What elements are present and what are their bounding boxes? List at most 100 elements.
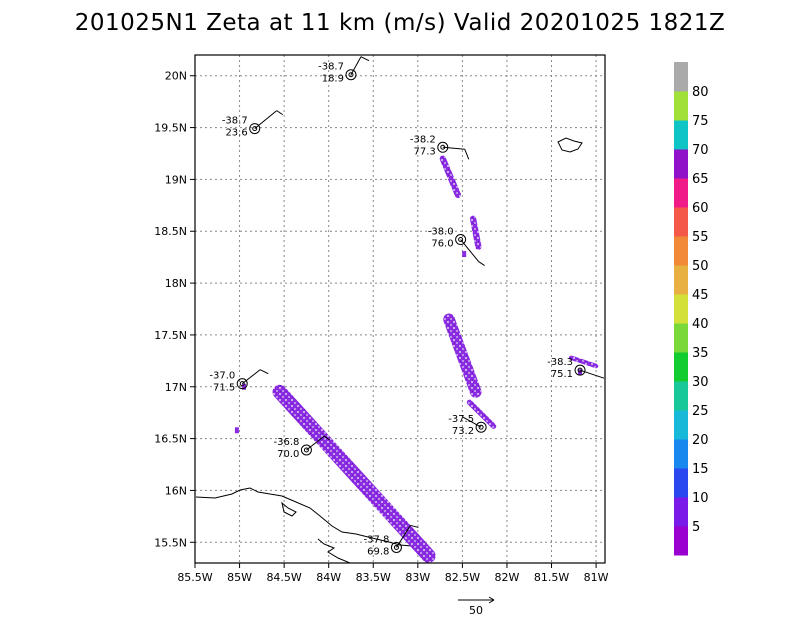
- station-temperature: -38.7: [318, 62, 344, 73]
- station-plot: -37.869.8: [364, 524, 419, 557]
- lat-tick-label: 16.5N: [154, 433, 187, 446]
- zeta-speck: [234, 427, 239, 434]
- colorbar-label: 5: [692, 520, 700, 535]
- station-temperature: -36.8: [274, 437, 300, 448]
- colorbar-label: 35: [692, 346, 709, 361]
- zeta-swath: [443, 313, 482, 398]
- station-ring: [574, 364, 586, 376]
- colorbar-swatch: [674, 91, 688, 121]
- station-plot: -36.870.0: [274, 435, 330, 460]
- colorbar-swatch: [674, 410, 688, 440]
- station-speed: 69.8: [367, 546, 389, 557]
- zeta-swaths: [234, 155, 599, 563]
- plot-frame: [194, 54, 606, 564]
- zeta-speck: [242, 383, 247, 390]
- colorbar-label: 70: [692, 143, 709, 158]
- lat-tick-label: 19N: [165, 173, 187, 186]
- station-plots: -38.718.9-38.723.6-38.277.3-38.076.0-37.…: [209, 56, 605, 557]
- colorbar-swatch: [674, 526, 688, 556]
- wind-barb-flag: [260, 369, 269, 375]
- colorbar-swatch: [674, 497, 688, 527]
- station-dot: [303, 447, 309, 453]
- station-temperature: -38.7: [222, 116, 248, 127]
- zeta-swath: [439, 155, 462, 199]
- colorbar-swatch: [674, 207, 688, 237]
- lat-tick-label: 19.5N: [154, 122, 187, 135]
- lon-tick-label: 81.5W: [534, 571, 569, 584]
- station-temperature: -38.2: [410, 134, 436, 145]
- station-plot: -38.076.0: [428, 227, 485, 266]
- lat-tick-label: 17.5N: [154, 329, 187, 342]
- station-dot: [577, 367, 583, 373]
- colorbar-swatch: [674, 439, 688, 469]
- station-speed: 18.9: [322, 74, 344, 85]
- wind-barb: [241, 369, 261, 385]
- station-temperature: -37.5: [448, 414, 474, 425]
- station-dot: [458, 237, 464, 243]
- colorbar-label: 25: [692, 404, 709, 419]
- honduras-coastline: [195, 487, 413, 547]
- lat-tick-label: 16N: [165, 484, 187, 497]
- wind-barb-flag: [478, 261, 485, 266]
- station-ring: [249, 123, 261, 135]
- colorbar: 5 10 15 20 25 30 35 40 45 50 55 60 65 70 75 80: [674, 62, 709, 556]
- colorbar-swatch: [674, 236, 688, 266]
- wind-barb-flag: [410, 524, 419, 528]
- station-plot: -38.375.1: [547, 357, 605, 380]
- zeta-swath: [272, 384, 436, 563]
- station-plot: -37.573.2: [448, 414, 487, 437]
- station-speed: 76.0: [431, 239, 453, 250]
- zeta-swath: [466, 399, 497, 429]
- colorbar-label: 75: [692, 114, 709, 129]
- wind-barb: [460, 239, 479, 262]
- station-speed: 70.0: [277, 449, 299, 460]
- station-dot: [348, 72, 354, 78]
- lat-tick-label: 17N: [165, 381, 187, 394]
- colorbar-swatch: [674, 265, 688, 295]
- wind-barb: [306, 435, 325, 451]
- lon-tick-label: 82W: [495, 571, 520, 584]
- colorbar-label: 15: [692, 462, 709, 477]
- station-ring: [236, 378, 248, 390]
- wind-barb: [579, 369, 605, 379]
- cayman-island-coast: [557, 137, 583, 153]
- station-ring: [475, 421, 487, 433]
- lon-tick-label: 83W: [405, 571, 430, 584]
- wind-barb: [254, 110, 278, 129]
- colorbar-label: 10: [692, 491, 709, 506]
- lon-tick-label: 85.5W: [177, 571, 212, 584]
- colorbar-label: 50: [692, 259, 709, 274]
- wind-barb-flag: [276, 110, 283, 116]
- station-dot: [239, 381, 245, 387]
- zeta-speck: [462, 251, 467, 258]
- wind-barb-flag: [464, 149, 470, 160]
- station-speed: 23.6: [225, 128, 247, 139]
- lagoon-coast: [281, 501, 297, 517]
- station-temperature: -38.3: [547, 357, 573, 368]
- colorbar-label: 20: [692, 433, 709, 448]
- reference-vector: 50: [458, 596, 495, 617]
- station-temperature: -38.0: [428, 227, 454, 238]
- wind-barb-flag: [324, 435, 330, 441]
- station-dot: [478, 424, 484, 430]
- lat-lon-grid: [194, 55, 605, 563]
- colorbar-label: 65: [692, 172, 709, 187]
- colorbar-label: 45: [692, 288, 709, 303]
- station-plot: -38.277.3: [410, 134, 470, 160]
- colorbar-swatch: [674, 149, 688, 179]
- station-dot: [252, 126, 258, 132]
- wind-barb: [350, 56, 362, 75]
- station-temperature: -37.8: [364, 534, 390, 545]
- wind-barb: [462, 416, 482, 428]
- station-speed: 73.2: [452, 426, 474, 437]
- station-ring: [345, 69, 357, 81]
- station-ring: [390, 541, 402, 553]
- wind-barb-flag: [360, 56, 370, 62]
- colorbar-label: 40: [692, 317, 709, 332]
- station-temperature: -37.0: [209, 371, 235, 382]
- colorbar-swatch: [674, 178, 688, 208]
- lon-tick-label: 83.5W: [356, 571, 391, 584]
- station-speed: 71.5: [213, 383, 235, 394]
- mosquitia-coast: [317, 538, 366, 563]
- station-dot: [393, 544, 399, 550]
